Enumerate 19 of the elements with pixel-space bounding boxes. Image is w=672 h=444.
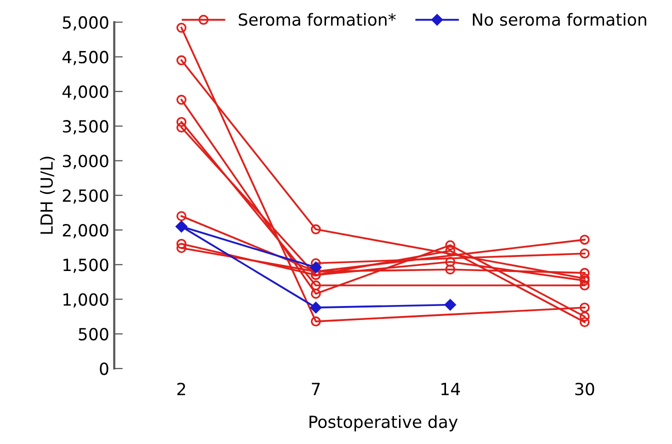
x-tick-label: 14: [441, 382, 460, 396]
y-tick-label: 3,000: [62, 154, 108, 169]
y-tick-label: 5,000: [62, 16, 108, 30]
x-axis-title: Postoperative day: [310, 415, 458, 432]
y-tick-label: 4,000: [62, 85, 108, 100]
x-tick-label: 7: [312, 382, 320, 396]
y-tick-label: 1,500: [63, 258, 108, 273]
y-tick-label: 1,000: [63, 293, 108, 308]
legend-label: No seroma formation: [472, 12, 646, 26]
y-tick-label: 3,500: [62, 120, 108, 134]
y-tick-label: 0: [100, 362, 108, 376]
y-tick-label: 4,500: [62, 50, 108, 66]
y-axis-title: LDH (U/L): [40, 156, 55, 234]
y-tick-label: 500: [78, 328, 108, 340]
y-tick-label: 2,000: [62, 224, 108, 238]
x-tick-label: 30: [575, 382, 594, 396]
y-tick-label: 2,500: [62, 189, 108, 204]
x-tick-label: 2: [177, 382, 186, 396]
legend-label: Seroma formation*: [238, 12, 396, 26]
